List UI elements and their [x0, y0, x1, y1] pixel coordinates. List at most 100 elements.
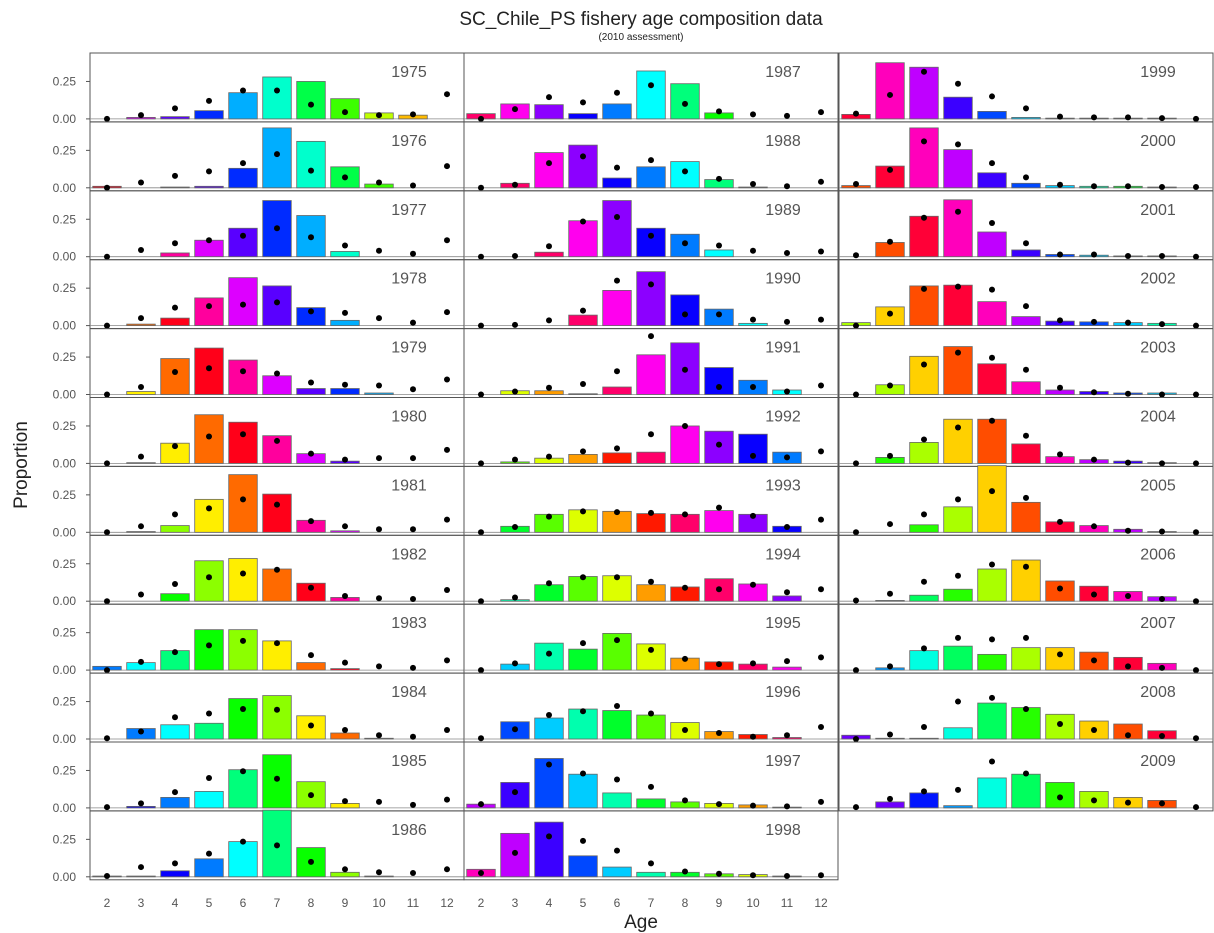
- bar: [126, 323, 156, 327]
- expected-point: [580, 381, 586, 388]
- expected-point: [410, 250, 416, 257]
- bar: [704, 510, 734, 533]
- expected-point: [1091, 456, 1097, 463]
- expected-point: [682, 655, 688, 662]
- expected-point: [274, 501, 280, 508]
- expected-point: [342, 174, 348, 181]
- expected-point: [376, 112, 382, 119]
- panel-1994: 1994: [463, 534, 839, 605]
- bar: [977, 418, 1007, 464]
- expected-point: [1091, 389, 1097, 396]
- panel-2004: 2004: [838, 397, 1214, 467]
- expected-point: [818, 316, 824, 323]
- panel-1992: 1992: [463, 397, 839, 467]
- bar: [636, 271, 666, 326]
- expected-point: [410, 319, 416, 326]
- expected-point: [1091, 797, 1097, 804]
- expected-point: [138, 800, 144, 807]
- expected-point: [410, 801, 416, 808]
- expected-point: [1057, 181, 1063, 188]
- expected-point: [104, 735, 110, 742]
- panel-1993: 1993: [463, 465, 839, 536]
- expected-point: [138, 864, 144, 871]
- bar: [977, 301, 1007, 326]
- panel-year-label: 1985: [391, 753, 427, 770]
- expected-point: [716, 441, 722, 448]
- expected-point: [1091, 318, 1097, 325]
- bar: [568, 144, 598, 189]
- expected-point: [887, 521, 893, 528]
- bar: [943, 645, 973, 671]
- expected-point: [206, 303, 212, 310]
- expected-point: [410, 111, 416, 118]
- expected-point: [376, 382, 382, 389]
- x-tick-label: 12: [814, 896, 828, 910]
- expected-point: [614, 445, 620, 452]
- y-tick-label: 0.25: [53, 74, 77, 88]
- expected-point: [614, 776, 620, 783]
- expected-point: [138, 179, 144, 186]
- expected-point: [887, 91, 893, 98]
- bar: [228, 841, 258, 878]
- expected-point: [1057, 251, 1063, 258]
- expected-point: [240, 431, 246, 438]
- expected-point: [1125, 390, 1131, 397]
- expected-point: [546, 833, 552, 840]
- expected-point: [648, 710, 654, 717]
- expected-point: [818, 586, 824, 593]
- expected-point: [1159, 115, 1165, 122]
- expected-point: [682, 422, 688, 429]
- bar: [738, 322, 768, 327]
- panel-1985: 1985 0.00 0.25: [53, 741, 465, 815]
- expected-point: [1057, 384, 1063, 391]
- expected-point: [784, 873, 790, 880]
- expected-point: [682, 100, 688, 107]
- expected-point: [750, 512, 756, 519]
- expected-point: [512, 456, 518, 463]
- bar: [534, 717, 564, 740]
- expected-point: [1159, 595, 1165, 602]
- expected-point: [206, 774, 212, 781]
- bar: [296, 140, 326, 189]
- expected-point: [376, 179, 382, 186]
- expected-point: [410, 870, 416, 877]
- expected-point: [546, 761, 552, 768]
- bar: [909, 285, 939, 326]
- panel-year-label: 1997: [765, 753, 801, 770]
- expected-point: [989, 417, 995, 424]
- expected-point: [138, 658, 144, 665]
- expected-point: [614, 164, 620, 171]
- bar: [228, 698, 258, 740]
- expected-point: [1193, 667, 1199, 674]
- expected-point: [682, 584, 688, 591]
- expected-point: [206, 365, 212, 372]
- expected-point: [104, 598, 110, 605]
- expected-point: [614, 509, 620, 516]
- expected-point: [648, 646, 654, 653]
- expected-point: [206, 850, 212, 857]
- panel-1979: 1979 0.00 0.25: [53, 328, 465, 402]
- panel-1990: 1990: [463, 259, 839, 330]
- expected-point: [274, 87, 280, 94]
- expected-point: [172, 304, 178, 311]
- expected-point: [750, 247, 756, 254]
- expected-point: [512, 388, 518, 395]
- expected-point: [1023, 706, 1029, 713]
- expected-point: [716, 175, 722, 182]
- bar: [602, 177, 632, 189]
- expected-point: [716, 384, 722, 391]
- panel-year-label: 2002: [1140, 271, 1176, 288]
- expected-point: [955, 424, 961, 431]
- panel-year-label: 2007: [1140, 615, 1176, 632]
- expected-point: [648, 783, 654, 790]
- panel-year-label: 1992: [765, 409, 801, 426]
- expected-point: [955, 349, 961, 356]
- expected-point: [342, 798, 348, 805]
- expected-point: [682, 868, 688, 875]
- bar: [194, 560, 224, 602]
- expected-point: [478, 460, 484, 467]
- bar: [1011, 707, 1041, 740]
- panel-year-label: 1988: [765, 133, 801, 150]
- expected-point: [546, 317, 552, 324]
- expected-point: [444, 91, 450, 98]
